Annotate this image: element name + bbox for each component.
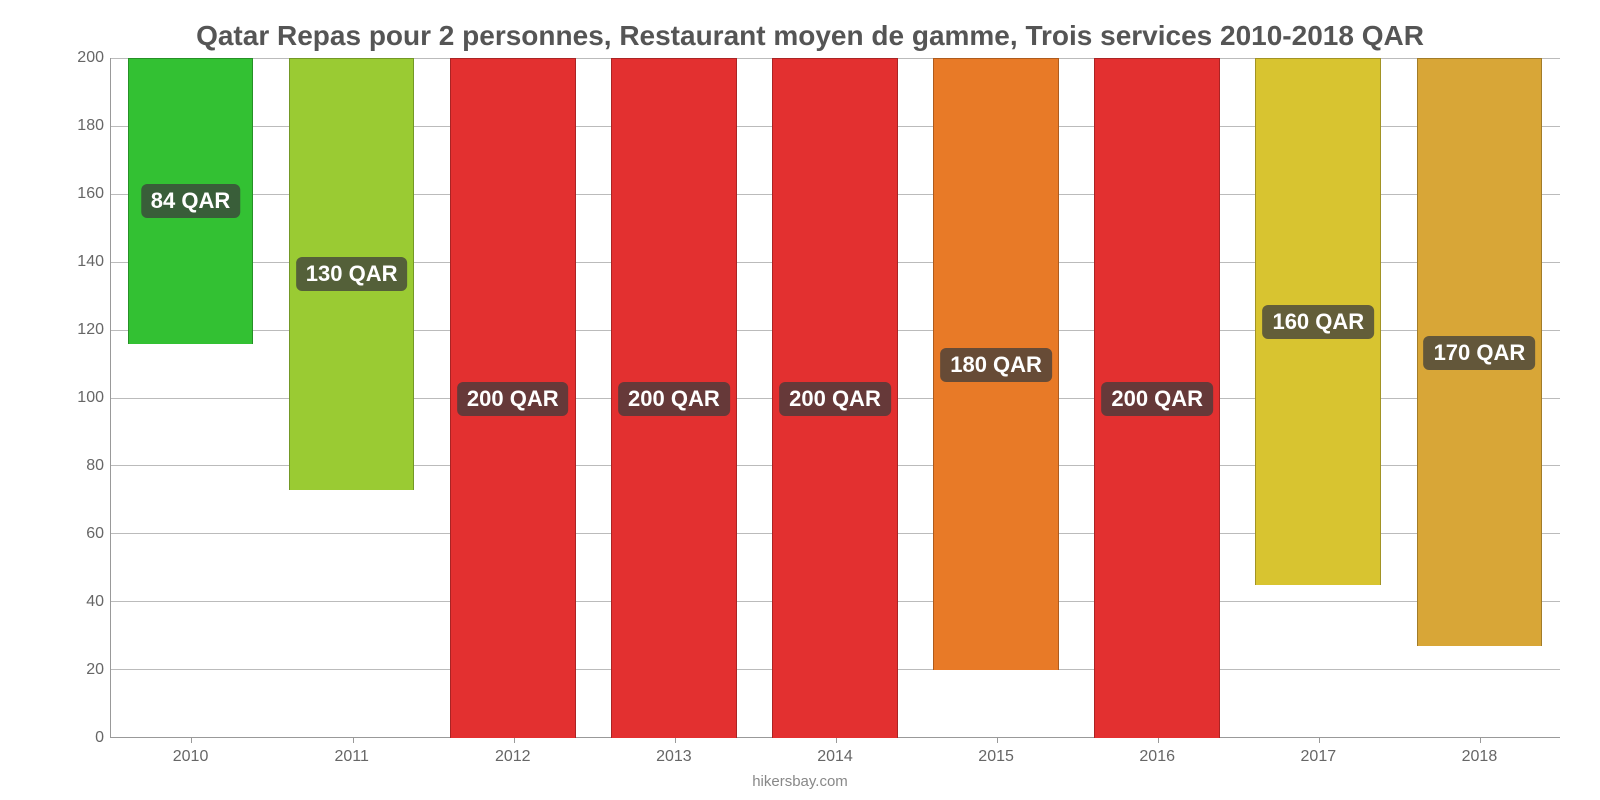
bar: 84 QAR: [128, 58, 254, 344]
y-tick-label: 200: [77, 49, 104, 67]
y-tick-label: 20: [86, 661, 104, 679]
y-tick-label: 100: [77, 389, 104, 407]
chart-title: Qatar Repas pour 2 personnes, Restaurant…: [60, 20, 1560, 52]
y-axis: 020406080100120140160180200: [60, 58, 110, 738]
bar: 200 QAR: [611, 58, 737, 738]
x-tick-label: 2017: [1238, 748, 1399, 766]
bar-value-label: 200 QAR: [457, 382, 569, 416]
bar-value-label: 180 QAR: [940, 348, 1052, 382]
bar-slot: 160 QAR: [1238, 58, 1399, 738]
bar-value-label: 130 QAR: [296, 257, 408, 291]
bar-slot: 84 QAR: [110, 58, 271, 738]
bar-value-label: 200 QAR: [1101, 382, 1213, 416]
bar: 130 QAR: [289, 58, 415, 490]
bar-value-label: 160 QAR: [1262, 305, 1374, 339]
chart-container: Qatar Repas pour 2 personnes, Restaurant…: [0, 0, 1600, 800]
x-tick-label: 2012: [432, 748, 593, 766]
bars-group: 84 QAR 130 QAR 200 QAR 200 QAR 200 QAR 180 QA…: [110, 58, 1560, 738]
plot-area: 020406080100120140160180200 84 QAR130 QA…: [60, 58, 1560, 738]
bar-value-label: 200 QAR: [618, 382, 730, 416]
bar: 160 QAR: [1255, 58, 1381, 585]
y-tick-label: 120: [77, 321, 104, 339]
bar-slot: 200 QAR: [432, 58, 593, 738]
bar: 200 QAR: [772, 58, 898, 738]
x-tick-label: 2016: [1077, 748, 1238, 766]
y-tick-label: 0: [95, 729, 104, 747]
bar: 180 QAR: [933, 58, 1059, 670]
x-axis-labels: 201020112012201320142015201620172018: [110, 748, 1560, 766]
bar: 170 QAR: [1417, 58, 1543, 646]
y-tick-label: 40: [86, 593, 104, 611]
y-tick-label: 80: [86, 457, 104, 475]
bar-slot: 200 QAR: [1077, 58, 1238, 738]
bar-slot: 200 QAR: [754, 58, 915, 738]
x-tick-label: 2015: [916, 748, 1077, 766]
x-tick-label: 2014: [754, 748, 915, 766]
bar-value-label: 170 QAR: [1424, 336, 1536, 370]
bar-value-label: 84 QAR: [141, 184, 240, 218]
bar: 200 QAR: [1094, 58, 1220, 738]
y-tick-label: 140: [77, 253, 104, 271]
x-tick-label: 2018: [1399, 748, 1560, 766]
bar-value-label: 200 QAR: [779, 382, 891, 416]
bar: 200 QAR: [450, 58, 576, 738]
bar-slot: 130 QAR: [271, 58, 432, 738]
x-tick-label: 2011: [271, 748, 432, 766]
bar-slot: 180 QAR: [916, 58, 1077, 738]
y-tick-label: 60: [86, 525, 104, 543]
bar-slot: 170 QAR: [1399, 58, 1560, 738]
y-tick-label: 180: [77, 117, 104, 135]
x-tick-label: 2013: [593, 748, 754, 766]
x-tick-label: 2010: [110, 748, 271, 766]
source-label: hikersbay.com: [0, 773, 1600, 790]
bar-slot: 200 QAR: [593, 58, 754, 738]
y-tick-label: 160: [77, 185, 104, 203]
